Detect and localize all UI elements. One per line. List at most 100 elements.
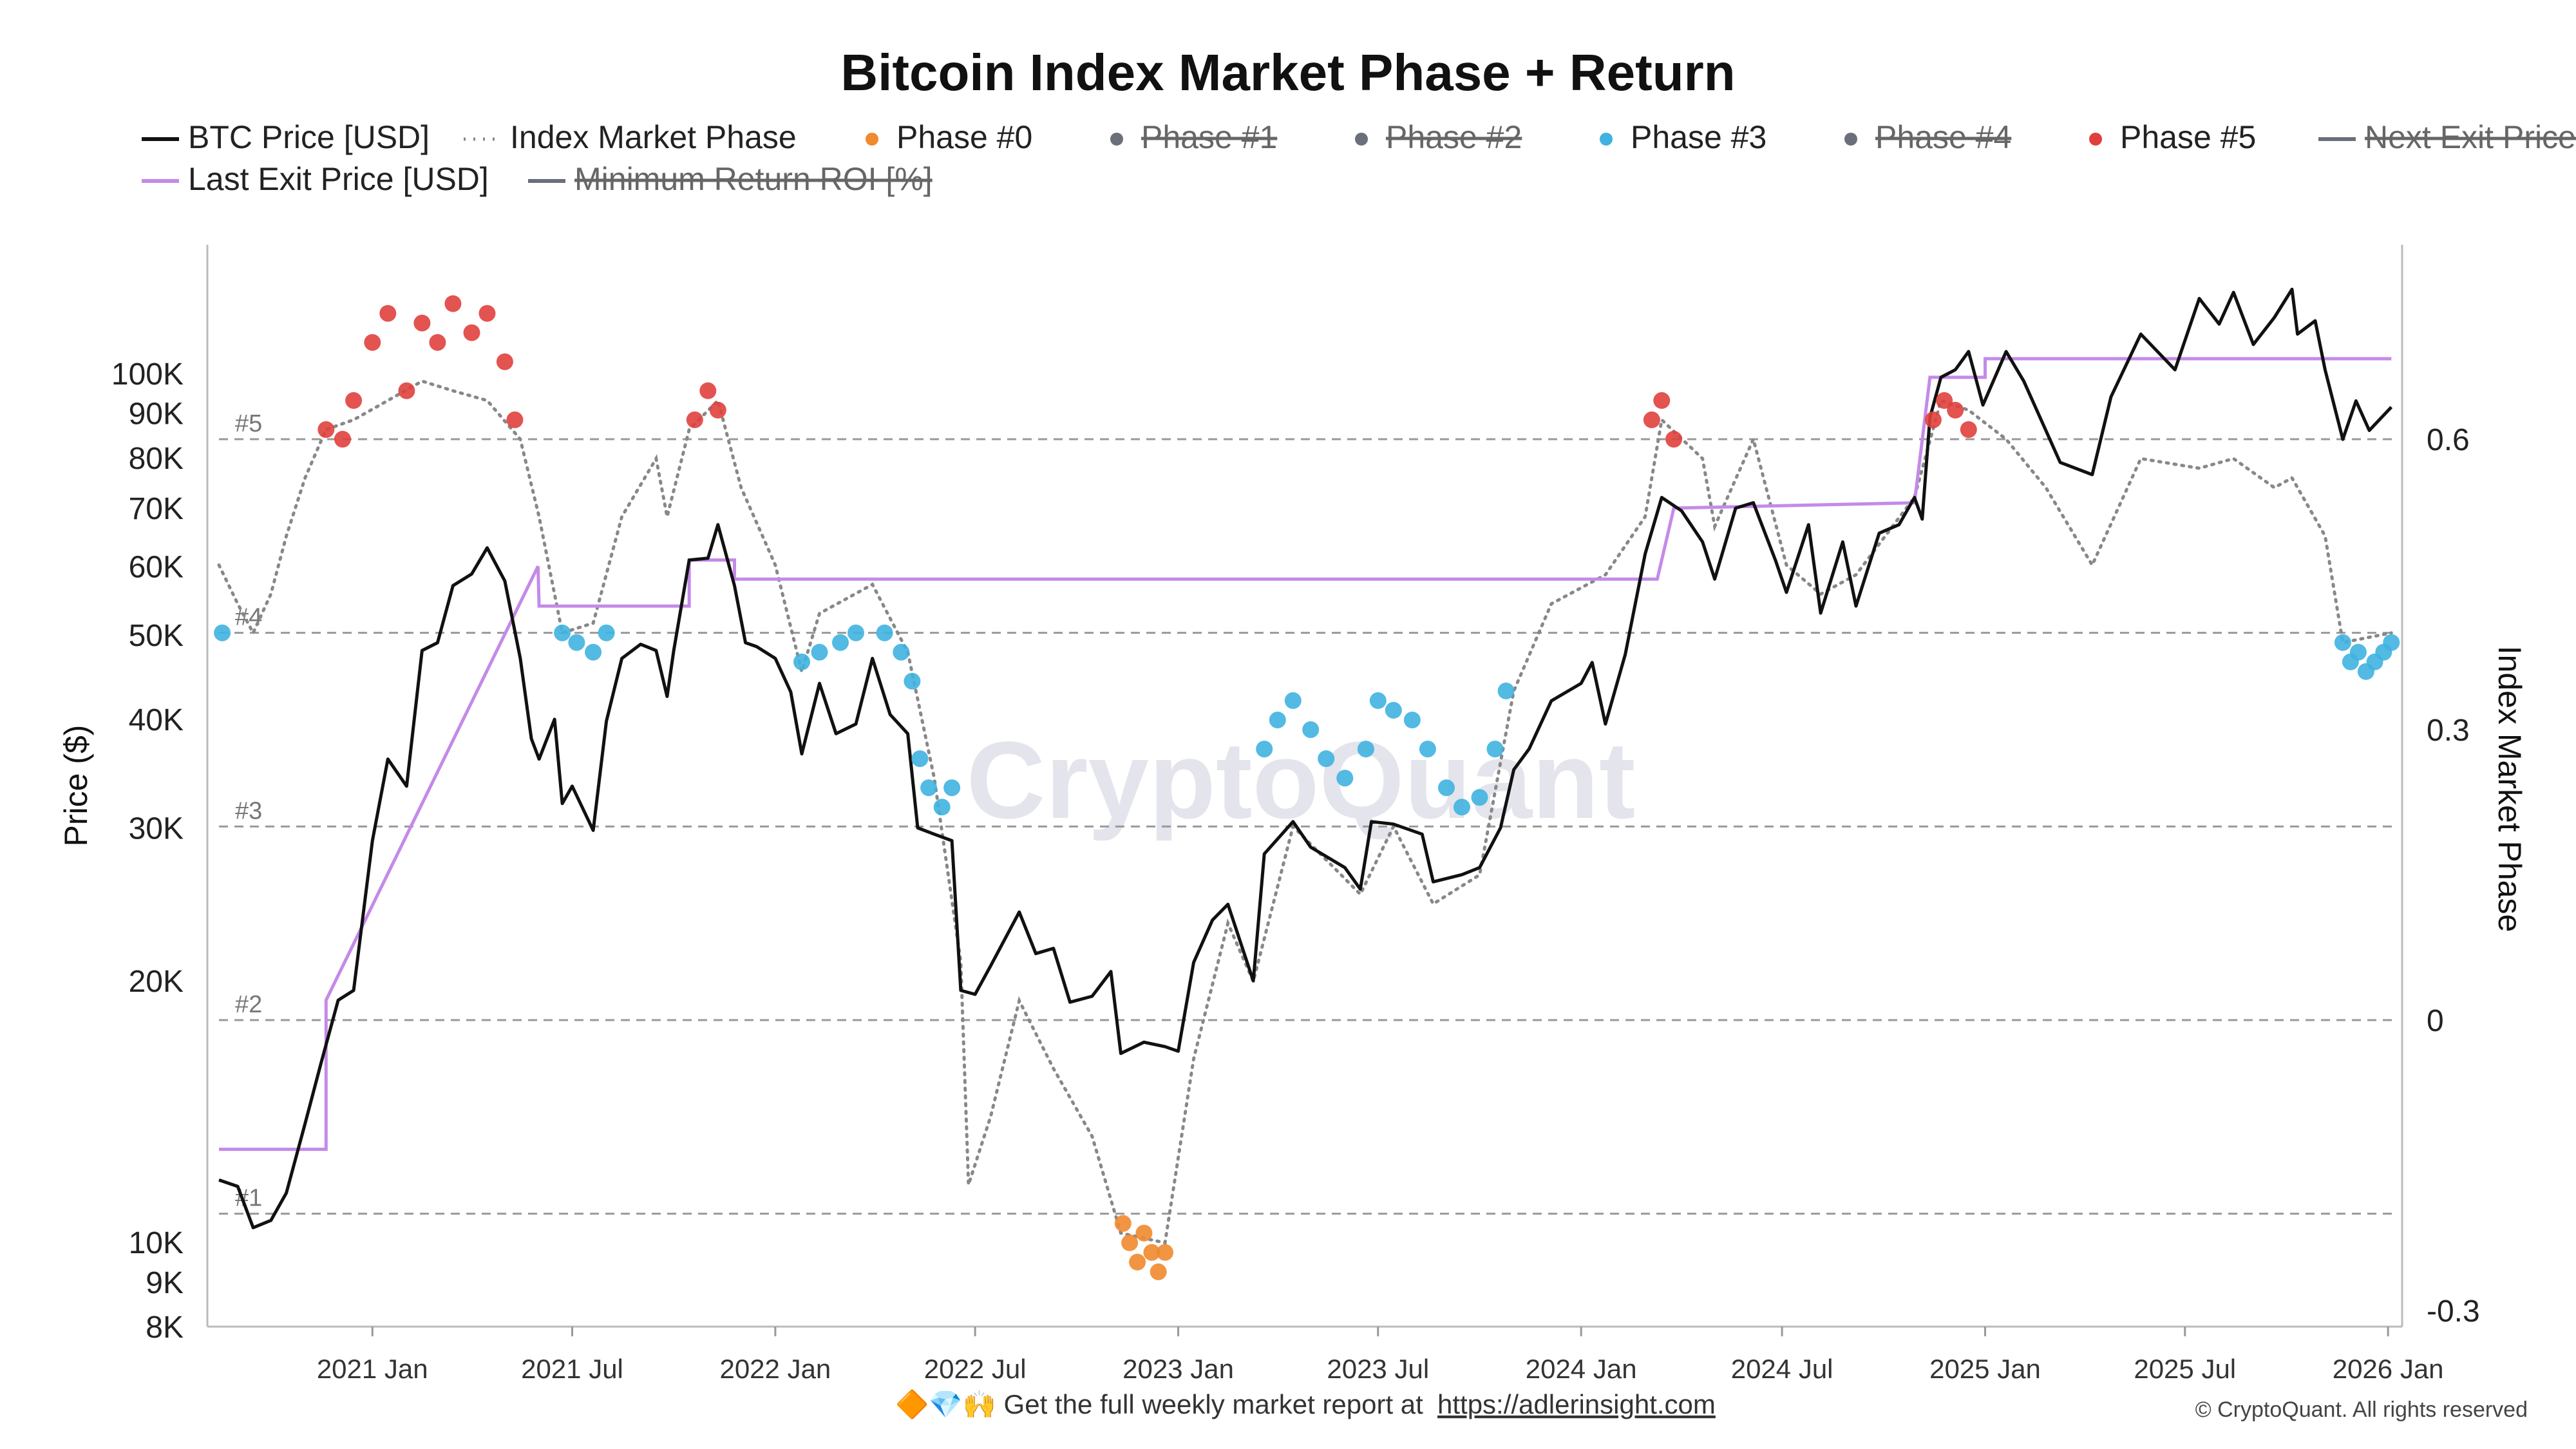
chart-title: Bitcoin Index Market Phase + Return [840, 44, 1735, 101]
legend-item-label[interactable]: Phase #3 [1631, 119, 1766, 155]
phase5-point [413, 314, 431, 332]
legend-marker [1110, 133, 1123, 146]
last-exit-price-line [219, 357, 2392, 1151]
phase3-point [554, 624, 571, 641]
phase0-point [1157, 1244, 1173, 1261]
phase5-point [709, 401, 726, 419]
legend-item-label[interactable]: Phase #1 [1141, 119, 1277, 155]
x-tick-label: 2023 Jan [1122, 1354, 1234, 1384]
phase3-point [1385, 701, 1402, 719]
legend-item-label[interactable]: Index Market Phase [510, 119, 797, 155]
phase0-point [1121, 1234, 1139, 1251]
y-left-tick-label: 9K [146, 1266, 184, 1300]
phase5-point [317, 421, 335, 438]
legend-marker [866, 133, 878, 146]
x-tick-label: 2023 Jul [1327, 1354, 1429, 1384]
phase5-point [699, 382, 717, 399]
phase3-point [214, 624, 231, 641]
legend-item-label[interactable]: Phase #2 [1386, 119, 1522, 155]
legend-item-label[interactable]: Last Exit Price [USD] [188, 161, 489, 197]
phase-points-layer [214, 295, 2400, 1280]
phase3-point [568, 634, 585, 651]
phase-reference-label: #5 [235, 410, 262, 437]
phase5-point [379, 305, 397, 322]
phase5-point [429, 334, 446, 351]
x-ticks: 2021 Jan 2021 Jul 2022 Jan 2022 Jul 2023 Jan… [317, 1327, 2444, 1384]
legend-item-label[interactable]: BTC Price [USD] [188, 119, 430, 155]
phase5-point [1936, 392, 1953, 409]
phase0-point [1135, 1224, 1153, 1242]
x-tick-label: 2021 Jul [521, 1354, 623, 1384]
phase3-point [933, 799, 951, 816]
footer-text: 🔶💎🙌 Get the full weekly market report at [895, 1388, 1423, 1420]
y-left-tick-label: 70K [129, 492, 184, 526]
phase3-point [1471, 789, 1488, 806]
phase3-point [1403, 712, 1421, 728]
phase3-point [1336, 770, 1354, 787]
y-left-tick-label: 100K [111, 357, 184, 392]
legend-marker [2089, 133, 2102, 146]
phase3-point [1438, 779, 1455, 797]
watermark: CryptoQuant [967, 719, 1636, 842]
phase3-point [793, 653, 810, 670]
y-left-tick-label: 8K [146, 1311, 184, 1345]
phase5-point [1947, 401, 1964, 419]
btc-price-line [218, 287, 2393, 1229]
x-tick-label: 2025 Jul [2134, 1354, 2236, 1384]
phase5-point [1643, 411, 1660, 428]
phase3-point [832, 634, 849, 651]
x-tick-label: 2022 Jul [924, 1354, 1027, 1384]
phase5-point [686, 411, 703, 428]
phase3-point [911, 750, 929, 768]
y-right-tick-label: -0.3 [2427, 1294, 2480, 1329]
phase5-point [463, 324, 480, 341]
y-left-tick-label: 50K [129, 619, 184, 653]
phase3-point [1454, 799, 1470, 816]
y-left-tick-label: 20K [129, 965, 184, 999]
copyright-text: © CryptoQuant. All rights reserved [2195, 1397, 2528, 1422]
phase5-point [1924, 411, 1942, 428]
y-left-tick-label: 40K [129, 703, 184, 737]
phase3-point [1302, 721, 1320, 738]
x-tick-label: 2021 Jan [317, 1354, 428, 1384]
phase3-point [848, 624, 864, 641]
footer-link[interactable]: https://adlerinsight.com [1437, 1389, 1716, 1419]
legend-item-label[interactable]: Phase #4 [1875, 119, 2011, 155]
phase3-point [1357, 741, 1374, 758]
phase3-point [893, 643, 910, 661]
y-left-axis-title: Price ($) [58, 725, 94, 847]
phase3-point [811, 643, 828, 661]
left-y-ticks: 8K 9K 10K 20K 30K 40K 50K 60K 70K 80K 90K 100K [111, 357, 184, 1345]
phase3-point [1486, 741, 1504, 758]
phase3-point [904, 672, 921, 690]
y-right-tick-label: 0 [2427, 1004, 2444, 1038]
phase3-point [585, 643, 602, 661]
legend-item-label[interactable]: Minimum Return ROI [%] [574, 161, 933, 197]
phase3-point [2334, 634, 2351, 651]
phase5-point [496, 353, 513, 370]
phase0-point [1114, 1215, 1132, 1232]
legend-item-label[interactable]: Phase #5 [2120, 119, 2256, 155]
phase5-point [1960, 421, 1977, 438]
legend-item-label[interactable]: Phase #0 [896, 119, 1032, 155]
phase3-point [1284, 692, 1302, 709]
phase3-point [876, 624, 893, 641]
x-tick-label: 2026 Jan [2333, 1354, 2444, 1384]
legend-marker [1600, 133, 1613, 146]
phase5-point [345, 392, 363, 409]
phase5-point [1665, 431, 1683, 448]
phase3-point [1269, 712, 1286, 728]
y-right-axis-title: Index Market Phase [2492, 646, 2528, 933]
y-right-tick-label: 0.6 [2427, 423, 2470, 457]
legend-item-label[interactable]: Next Exit Price [USD] [2365, 119, 2576, 155]
phase3-point [1256, 741, 1273, 758]
x-tick-label: 2024 Jul [1731, 1354, 1833, 1384]
phase3-point [1419, 741, 1436, 758]
x-tick-label: 2022 Jan [719, 1354, 831, 1384]
right-y-ticks: -0.3 0 0.3 0.6 [2427, 423, 2480, 1329]
phase3-point [1497, 682, 1515, 699]
phase3-point [2349, 643, 2367, 661]
phase-reference-label: #3 [235, 797, 262, 824]
y-left-tick-label: 10K [129, 1226, 184, 1260]
